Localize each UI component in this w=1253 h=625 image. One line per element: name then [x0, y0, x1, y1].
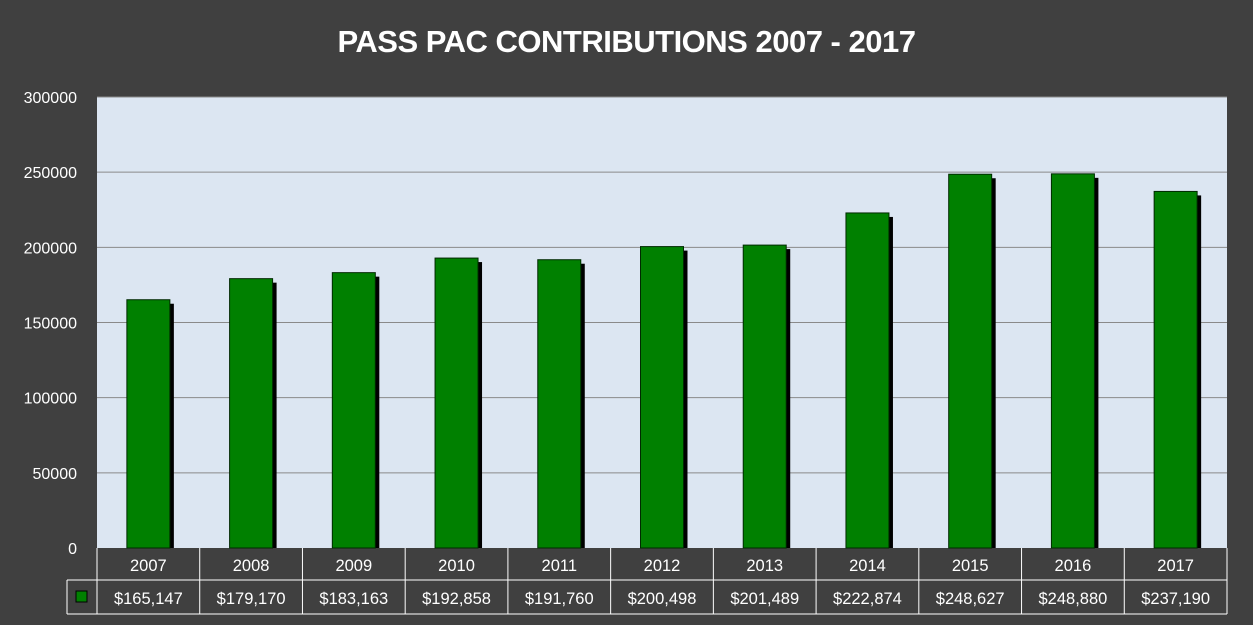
- bar: [1153, 190, 1198, 549]
- bar: [1050, 173, 1095, 549]
- data-table-value: $248,627: [936, 590, 1005, 608]
- bar: [331, 272, 376, 549]
- x-tick-label: 2014: [849, 557, 886, 575]
- x-tick-label: 2017: [1157, 557, 1194, 575]
- bar: [229, 278, 274, 549]
- data-table-value: $191,760: [525, 590, 594, 608]
- data-table-value: $179,170: [217, 590, 286, 608]
- data-table-value: $222,874: [833, 590, 902, 608]
- legend-key: [75, 590, 88, 603]
- bar: [845, 212, 890, 549]
- bar: [126, 299, 171, 549]
- y-tick-label: 50000: [33, 466, 78, 483]
- data-table-value: $165,147: [114, 590, 183, 608]
- data-table-value: $192,858: [422, 590, 491, 608]
- bar: [640, 246, 684, 549]
- y-tick-label: 250000: [24, 165, 77, 182]
- y-tick-label: 300000: [24, 90, 77, 107]
- x-tick-label: 2009: [335, 557, 372, 575]
- data-table-value: $200,498: [628, 590, 697, 608]
- data-table-value: $248,880: [1038, 590, 1107, 608]
- y-tick-label: 100000: [24, 391, 77, 408]
- bar: [537, 259, 582, 549]
- y-tick-label: 150000: [24, 316, 77, 333]
- data-table-value: $183,163: [319, 590, 388, 608]
- x-tick-label: 2008: [233, 557, 270, 575]
- data-table-value: $201,489: [730, 590, 799, 608]
- y-tick-label: 200000: [24, 240, 77, 257]
- bars: [126, 173, 1202, 549]
- x-tick-label: 2013: [746, 557, 783, 575]
- x-tick-label: 2011: [542, 557, 577, 575]
- x-tick-label: 2010: [438, 557, 475, 575]
- data-table: 2007 $165,147 2008 $179,170 2009 $183,163 2010…: [66, 548, 1228, 615]
- data-table-value: $237,190: [1141, 590, 1210, 608]
- chart-title: PASS PAC CONTRIBUTIONS 2007 - 2017: [337, 24, 916, 59]
- x-tick-label: 2015: [952, 557, 989, 575]
- x-tick-label: 2007: [130, 557, 167, 575]
- bar: [434, 257, 479, 549]
- x-tick-label: 2016: [1055, 557, 1092, 575]
- bar: [742, 244, 787, 549]
- y-axis-ticks: 0 50000 100000 150000 200000 250000 300000: [24, 90, 77, 558]
- bar: [948, 173, 993, 549]
- x-tick-label: 2012: [644, 557, 681, 575]
- y-tick-label: 0: [68, 541, 77, 558]
